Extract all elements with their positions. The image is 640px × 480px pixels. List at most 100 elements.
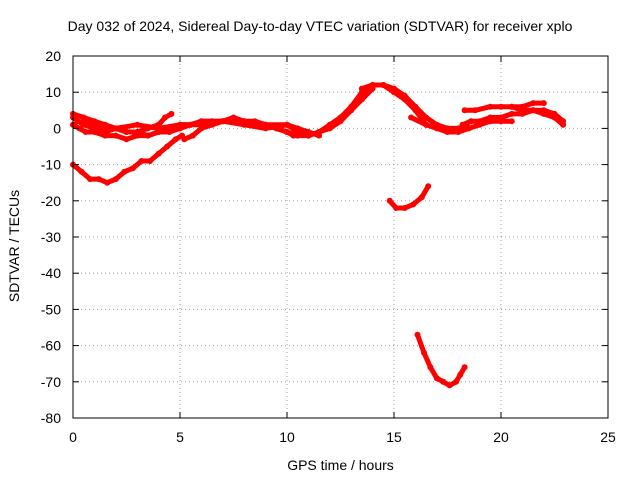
data-point xyxy=(391,85,397,92)
data-point xyxy=(162,114,168,121)
data-point xyxy=(134,121,141,128)
data-point xyxy=(138,158,145,164)
data-point xyxy=(91,129,98,135)
data-point xyxy=(465,125,472,132)
data-point xyxy=(305,132,312,139)
axis-ticks: 0 5 10 15 20 25 -80 -70 -60 -50 -40 -30 -20 -10 0 10 20 xyxy=(41,48,616,445)
data-point xyxy=(123,129,130,135)
data-point xyxy=(155,129,162,135)
y-tick-label: -70 xyxy=(41,374,61,390)
data-point xyxy=(80,114,87,121)
y-tick-label: 20 xyxy=(45,48,61,64)
data-point xyxy=(87,176,94,183)
data-point xyxy=(551,114,558,121)
data-marks xyxy=(70,82,567,389)
x-tick-label: 0 xyxy=(69,429,77,445)
data-point xyxy=(414,331,421,338)
data-point xyxy=(408,114,415,121)
data-point xyxy=(444,129,451,135)
data-point xyxy=(519,107,526,114)
data-point xyxy=(457,371,464,378)
data-point xyxy=(147,158,153,164)
data-point xyxy=(348,107,355,114)
data-point xyxy=(326,125,333,132)
data-point xyxy=(172,136,179,143)
data-point xyxy=(401,92,408,99)
data-point xyxy=(121,168,128,175)
data-point xyxy=(230,118,237,125)
data-point xyxy=(433,375,440,382)
data-point xyxy=(102,132,109,139)
data-point xyxy=(540,100,547,107)
series-sat-h xyxy=(459,107,567,128)
x-tick-label: 15 xyxy=(386,429,402,445)
data-point xyxy=(459,121,466,128)
x-axis-label: GPS time / hours xyxy=(287,457,394,473)
data-point xyxy=(530,100,537,107)
data-point xyxy=(461,107,468,114)
data-point xyxy=(401,205,408,211)
data-point xyxy=(487,114,494,121)
series-sat-f xyxy=(358,82,470,132)
data-point xyxy=(446,382,453,389)
data-point xyxy=(440,378,447,385)
data-point xyxy=(104,179,111,186)
data-point xyxy=(82,129,89,135)
x-tick-label: 20 xyxy=(493,429,509,445)
data-point xyxy=(166,129,173,135)
data-point xyxy=(262,121,269,128)
series-sat-j xyxy=(508,103,567,128)
series-line xyxy=(408,115,515,135)
data-point xyxy=(284,129,290,135)
y-tick-label: -60 xyxy=(41,338,61,354)
data-point xyxy=(386,197,393,204)
series-line xyxy=(415,332,468,388)
y-tick-label: -30 xyxy=(41,229,61,245)
data-point xyxy=(425,183,432,190)
data-point xyxy=(316,129,323,135)
data-point xyxy=(380,82,387,88)
data-point xyxy=(112,125,119,132)
y-tick-label: 0 xyxy=(53,120,61,136)
data-point xyxy=(112,132,119,139)
chart-title: Day 032 of 2024, Sidereal Day-to-day VTE… xyxy=(67,18,573,34)
y-tick-label: 10 xyxy=(45,84,61,100)
data-point xyxy=(189,132,196,139)
y-tick-label: -20 xyxy=(41,193,61,209)
data-point xyxy=(284,121,290,128)
data-point xyxy=(508,110,515,117)
data-point xyxy=(241,118,248,125)
series-sat-l xyxy=(386,183,432,211)
data-point xyxy=(427,364,434,371)
series-sat-m xyxy=(414,331,468,389)
data-point xyxy=(144,132,151,139)
data-point xyxy=(540,110,547,117)
data-point xyxy=(560,121,567,128)
data-point xyxy=(112,176,119,183)
series-sat-g xyxy=(408,114,515,135)
data-point xyxy=(123,136,130,143)
data-point xyxy=(74,118,81,125)
data-point xyxy=(273,125,280,132)
y-tick-label: -80 xyxy=(41,410,61,426)
data-point xyxy=(487,103,494,110)
series-sat-d xyxy=(70,85,376,143)
data-point xyxy=(290,132,297,139)
y-tick-label: -40 xyxy=(41,265,61,281)
data-point xyxy=(358,85,365,92)
data-point xyxy=(410,201,417,208)
data-point xyxy=(508,103,515,110)
data-point xyxy=(393,205,400,211)
y-tick-label: -50 xyxy=(41,301,61,317)
x-tick-label: 25 xyxy=(600,429,616,445)
data-point xyxy=(461,364,468,371)
data-point xyxy=(198,118,205,125)
data-point xyxy=(498,114,504,121)
data-point xyxy=(498,103,504,110)
data-point xyxy=(129,165,136,172)
data-point xyxy=(76,125,83,132)
data-point xyxy=(476,118,483,125)
x-tick-label: 10 xyxy=(279,429,295,445)
data-point xyxy=(418,194,425,201)
data-point xyxy=(168,110,175,117)
